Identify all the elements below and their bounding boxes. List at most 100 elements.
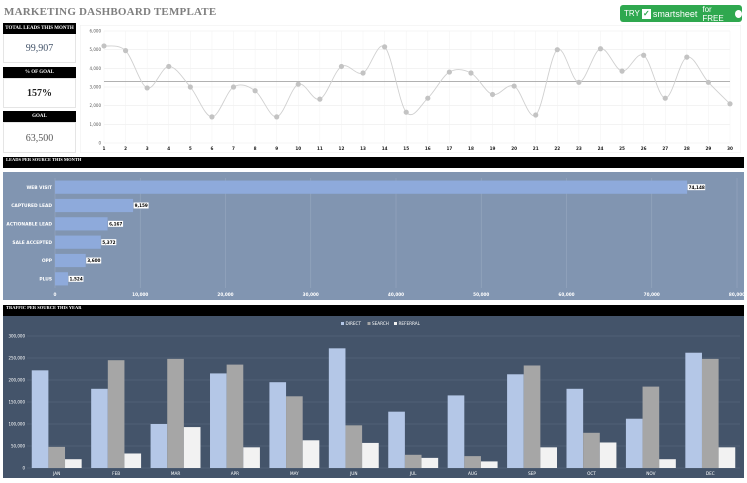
traffic-column-referral bbox=[183, 427, 201, 468]
lead-source-bar bbox=[55, 180, 688, 194]
traffic-column-search bbox=[345, 425, 363, 468]
bar-value-label-bg bbox=[108, 220, 124, 227]
line-x-tick-label: 2 bbox=[124, 146, 127, 151]
goal-value: 63,500 bbox=[25, 133, 54, 144]
leads-by-source-panel: 0 10,000 20,000 30,000 40,000 50,000 60,000 70,… bbox=[3, 172, 745, 300]
col-y-tick-label: 250,000 bbox=[8, 356, 25, 361]
leads-by-source-bar-chart: 0 10,000 20,000 30,000 40,000 50,000 60,000 70,… bbox=[6, 178, 745, 297]
leads-point bbox=[295, 81, 301, 87]
goal-label: GOAL bbox=[3, 111, 76, 122]
line-x-tick-label: 1 bbox=[103, 146, 106, 151]
traffic-column-direct bbox=[388, 411, 405, 468]
traffic-column-search bbox=[48, 446, 66, 468]
line-x-tick-label: 21 bbox=[533, 146, 539, 151]
traffic-column-referral bbox=[243, 447, 260, 468]
leads-point bbox=[511, 83, 517, 89]
line-x-tick-label: 19 bbox=[490, 146, 496, 151]
traffic-by-source-column-chart: 0 50,000 100,000 150,000 200,000 250,000 300,0… bbox=[8, 321, 740, 476]
lead-source-bar bbox=[55, 235, 101, 249]
leads-point bbox=[641, 52, 647, 58]
pct-goal-card bbox=[3, 78, 76, 108]
traffic-column-direct bbox=[269, 382, 287, 468]
try-smartsheet-button[interactable]: TRY ✓ smartsheet for FREE bbox=[620, 4, 742, 23]
leads-point bbox=[122, 48, 129, 54]
traffic-column-direct bbox=[328, 348, 346, 468]
line-x-tick-label: 20 bbox=[511, 146, 517, 151]
total-leads-value: 99,907 bbox=[25, 43, 54, 54]
col-x-tick-label: DEC bbox=[706, 471, 715, 476]
traffic-column-direct bbox=[566, 388, 584, 468]
bar-x-tick-label: 50,000 bbox=[473, 292, 489, 297]
line-x-tick-label: 10 bbox=[295, 146, 301, 151]
traffic-column-referral bbox=[540, 447, 557, 468]
line-x-tick-label: 16 bbox=[425, 146, 431, 151]
col-y-tick-label: 50,000 bbox=[11, 444, 25, 449]
traffic-column-direct bbox=[507, 374, 524, 468]
legend-swatch bbox=[367, 322, 371, 325]
leads-point bbox=[468, 70, 474, 76]
leads-point bbox=[360, 70, 366, 76]
bar-x-tick-label: 0 bbox=[54, 292, 57, 297]
line-y-tick-label: 6,000 bbox=[90, 29, 102, 34]
col-x-tick-label: MAR bbox=[171, 471, 180, 476]
bar-x-tick-label: 30,000 bbox=[303, 292, 319, 297]
leads-point bbox=[187, 84, 193, 90]
traffic-column-referral bbox=[480, 461, 498, 468]
total-leads-label: TOTAL LEADS THIS MONTH bbox=[3, 23, 76, 34]
lead-source-bar bbox=[55, 253, 86, 268]
bar-category-label: ACTIONABLE LEAD bbox=[6, 221, 52, 227]
line-x-tick-label: 6 bbox=[210, 146, 213, 151]
leads-point bbox=[230, 84, 237, 90]
leads-point bbox=[684, 54, 690, 60]
traffic-column-referral bbox=[65, 459, 82, 468]
traffic-column-referral bbox=[302, 440, 320, 468]
traffic-column-search bbox=[642, 386, 660, 468]
traffic-column-search bbox=[701, 358, 719, 468]
leads-point bbox=[274, 114, 280, 120]
arrow-circle-icon bbox=[734, 9, 742, 18]
traffic-column-referral bbox=[659, 459, 676, 468]
traffic-column-direct bbox=[625, 418, 643, 468]
traffic-column-referral bbox=[362, 442, 379, 468]
line-x-tick-label: 12 bbox=[339, 146, 345, 151]
traffic-column-referral bbox=[599, 442, 617, 468]
line-x-tick-label: 15 bbox=[403, 146, 409, 151]
leads-point bbox=[597, 46, 604, 52]
leads-point bbox=[727, 101, 733, 107]
line-x-tick-label: 7 bbox=[232, 146, 235, 151]
leads-point bbox=[382, 44, 388, 50]
col-x-tick-label: JAN bbox=[52, 471, 60, 476]
traffic-column-direct bbox=[31, 370, 49, 468]
line-x-tick-label: 18 bbox=[468, 146, 474, 151]
leads-point bbox=[338, 63, 345, 70]
smartsheet-check-icon: ✓ bbox=[641, 8, 651, 19]
col-x-tick-label: JUL bbox=[409, 471, 417, 476]
traffic-column-search bbox=[523, 365, 541, 468]
legend-swatch bbox=[341, 322, 344, 325]
line-x-tick-label: 29 bbox=[705, 146, 711, 151]
bar-value-label: 5,372 bbox=[102, 240, 115, 245]
line-x-tick-label: 11 bbox=[317, 146, 323, 151]
bar-category-label: OPP bbox=[42, 258, 53, 264]
bar-value-label-bg bbox=[68, 275, 84, 282]
line-y-tick-label: 1,000 bbox=[90, 122, 102, 127]
lead-source-bar bbox=[55, 198, 134, 213]
col-x-tick-label: AUG bbox=[468, 471, 477, 476]
bar-value-label: 74,148 bbox=[689, 185, 705, 190]
bar-category-label: PLUS bbox=[39, 276, 52, 282]
traffic-column-direct bbox=[210, 373, 227, 468]
line-x-tick-label: 4 bbox=[167, 146, 170, 151]
lead-source-bar bbox=[55, 272, 68, 286]
for-free-label: for FREE bbox=[702, 4, 724, 23]
leads-point bbox=[705, 79, 712, 85]
bar-category-label: WEB VISIT bbox=[26, 185, 52, 191]
line-x-tick-label: 9 bbox=[275, 146, 278, 151]
bar-value-label: 6,167 bbox=[109, 221, 122, 226]
leads-point bbox=[446, 69, 452, 75]
legend-label: REFERRAL bbox=[399, 321, 421, 326]
bar-x-tick-label: 70,000 bbox=[644, 292, 660, 297]
col-x-tick-label: OCT bbox=[587, 471, 596, 476]
traffic-column-search bbox=[464, 456, 481, 468]
traffic-column-search bbox=[167, 358, 184, 468]
bar-value-label-bg bbox=[86, 257, 102, 264]
